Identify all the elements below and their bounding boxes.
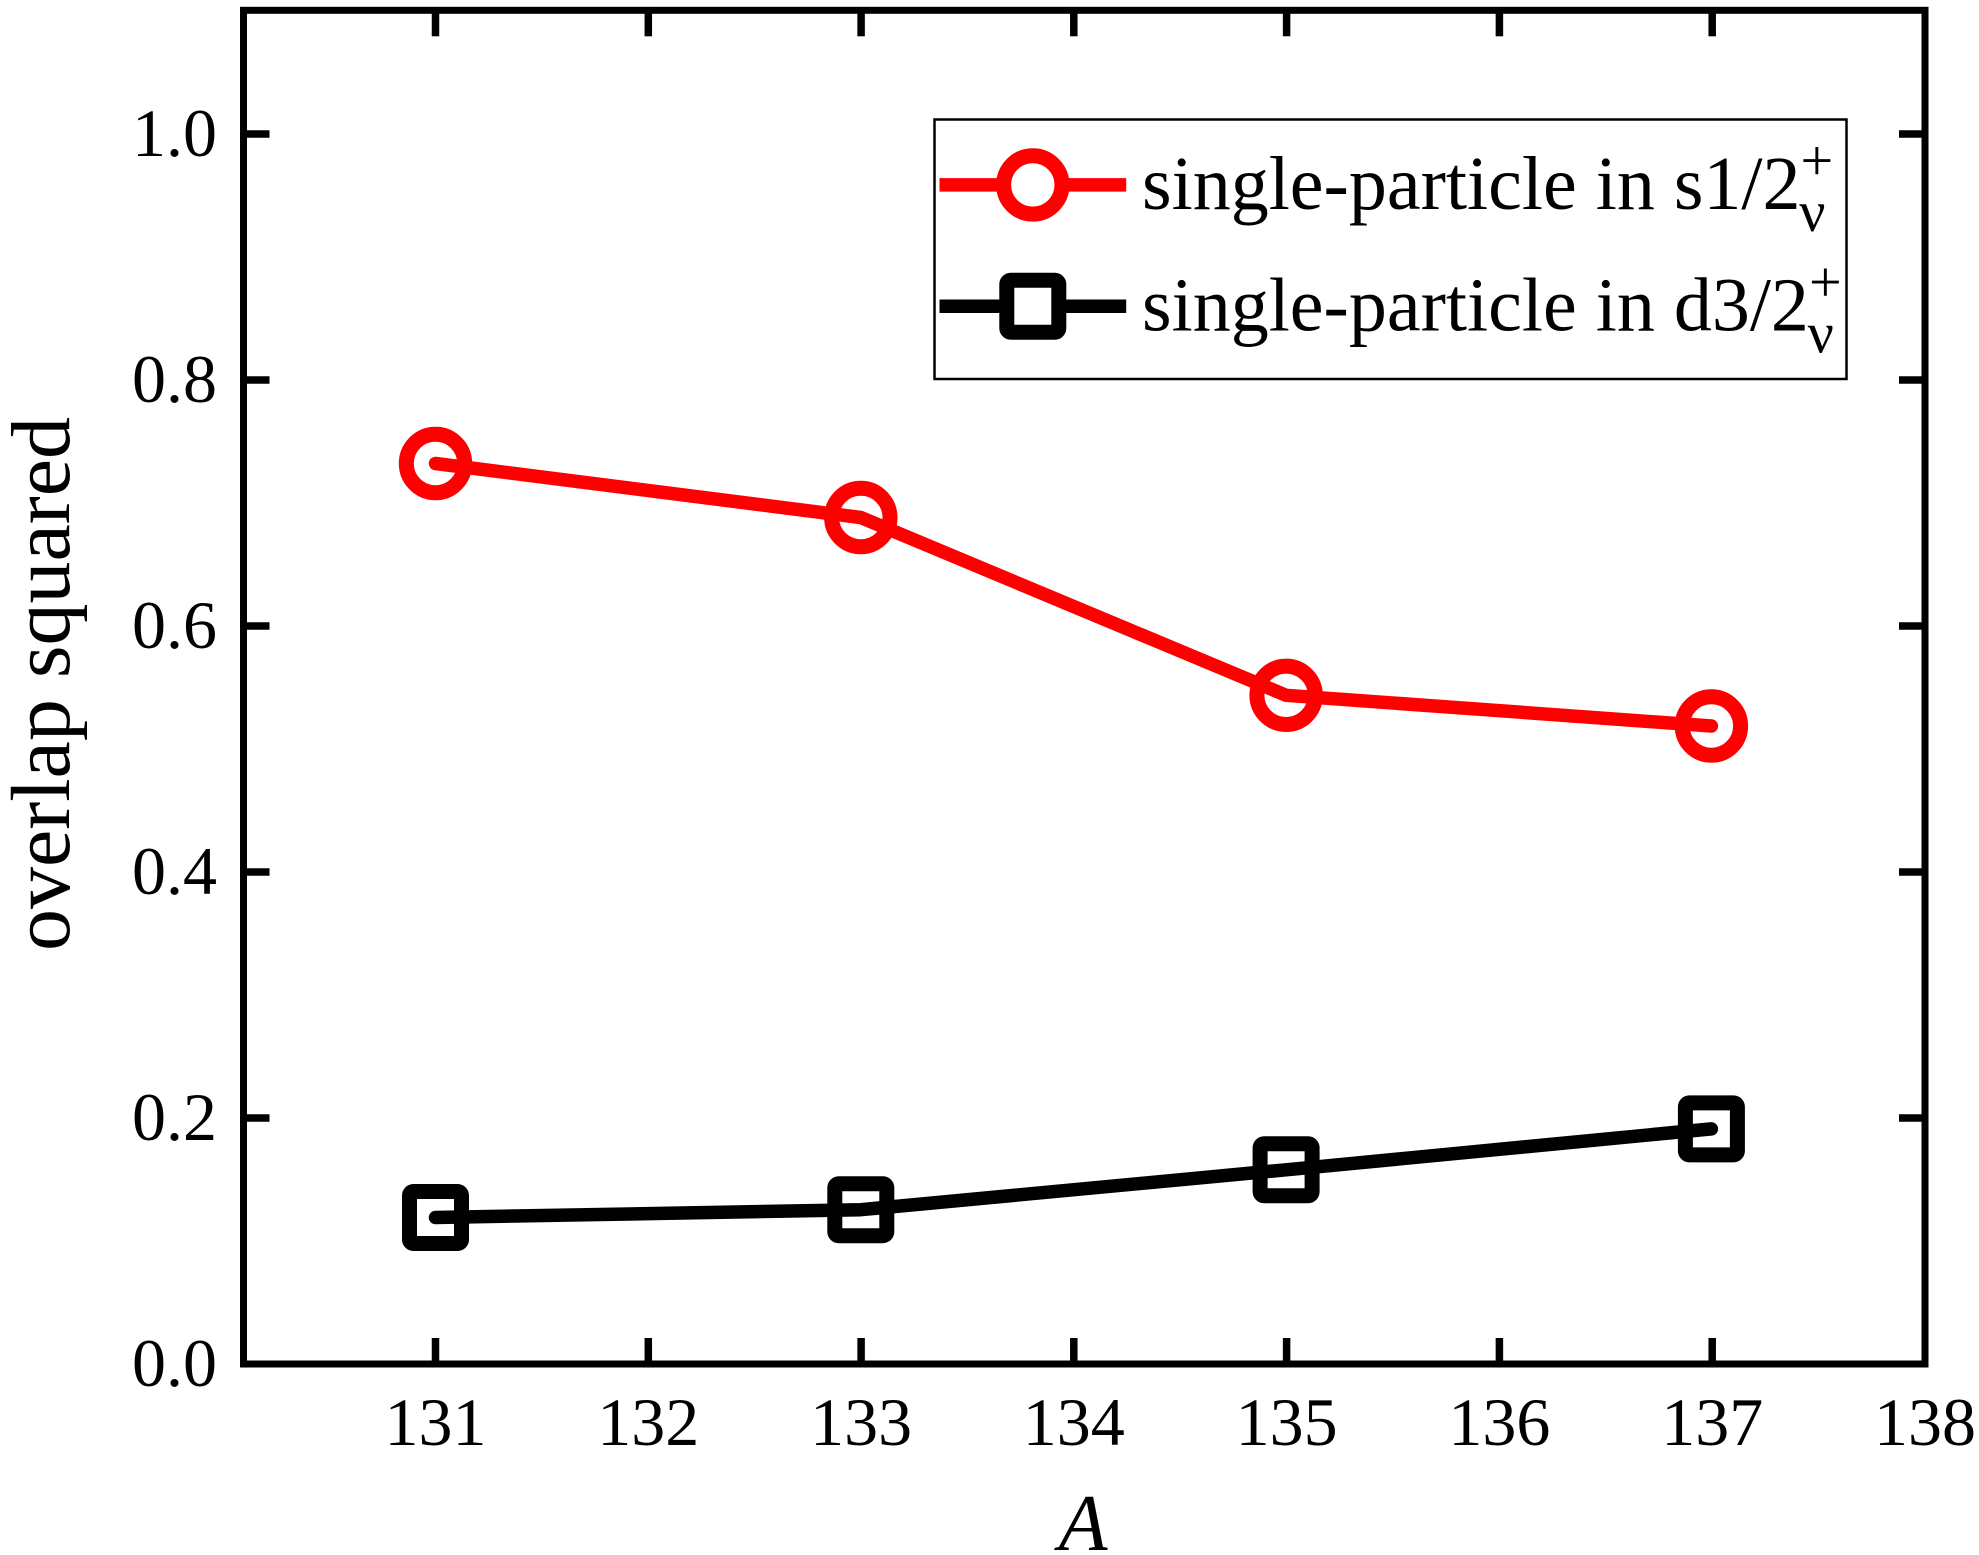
svg-text:overlap squared: overlap squared <box>0 417 88 951</box>
svg-text:A: A <box>1054 1480 1109 1555</box>
svg-text:135: 135 <box>1236 1384 1338 1460</box>
svg-text:131: 131 <box>385 1384 487 1460</box>
svg-text:0.0: 0.0 <box>132 1325 217 1401</box>
svg-text:133: 133 <box>810 1384 912 1460</box>
svg-text:132: 132 <box>597 1384 699 1460</box>
svg-text:0.8: 0.8 <box>132 341 217 417</box>
svg-text:136: 136 <box>1448 1384 1550 1460</box>
svg-text:1.0: 1.0 <box>132 95 217 171</box>
svg-text:single-particle in s1/2+ν: single-particle in s1/2+ ν <box>1142 128 1833 244</box>
svg-text:0.2: 0.2 <box>132 1079 217 1155</box>
svg-text:single-particle in d3/2+ν: single-particle in d3/2+ ν <box>1142 249 1842 365</box>
svg-text:137: 137 <box>1661 1384 1763 1460</box>
svg-text:134: 134 <box>1023 1384 1125 1460</box>
svg-text:0.4: 0.4 <box>132 833 217 909</box>
svg-text:138: 138 <box>1874 1384 1976 1460</box>
svg-text:0.6: 0.6 <box>132 587 217 663</box>
